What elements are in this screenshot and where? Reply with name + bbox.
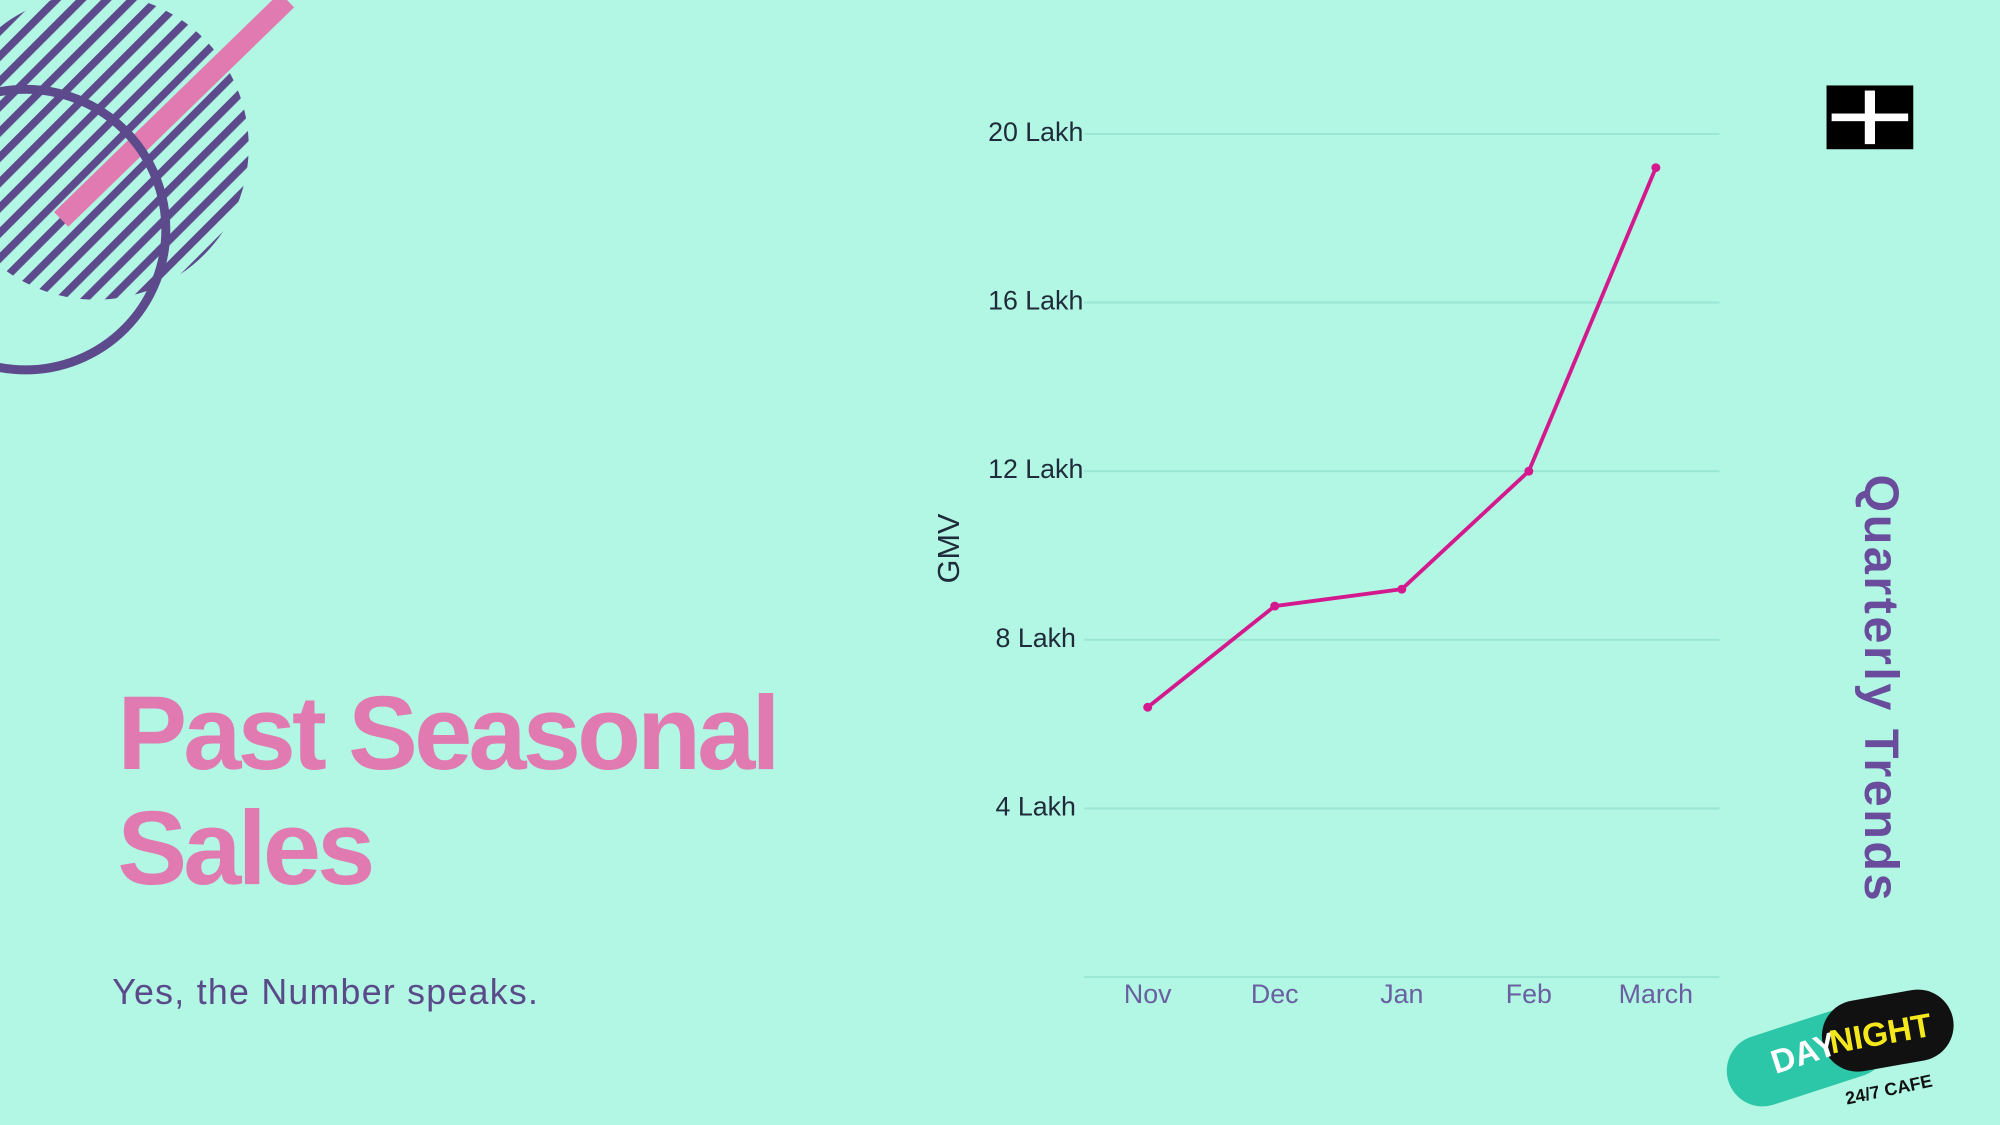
slide-title: Past Seasonal (117, 675, 776, 792)
y-tick-label: 8 Lakh (996, 623, 1076, 653)
data-point (1651, 163, 1661, 173)
side-title: Quarterly Trends (1854, 474, 1908, 903)
data-point (1270, 601, 1280, 611)
y-tick-label: 16 Lakh (988, 286, 1083, 316)
chart: 4 Lakh 8 Lakh 12 Lakh 16 Lakh 20 Lakh Nov Dec J… (988, 117, 1720, 1009)
ring (0, 84, 171, 375)
x-tick-label: Dec (1251, 979, 1299, 1009)
x-tick-label: Feb (1506, 979, 1552, 1009)
x-tick-label: March (1619, 979, 1693, 1009)
logo-night-pill (1821, 989, 1954, 1072)
corner-icon (1826, 85, 1914, 150)
subtitle: Yes, the Number speaks. (112, 972, 539, 1012)
data-point (1524, 466, 1534, 476)
slide-title: Sales (117, 790, 371, 907)
y-tick-label: 12 Lakh (988, 454, 1083, 484)
data-point (1143, 702, 1153, 712)
y-tick-label: 20 Lakh (988, 117, 1083, 147)
data-point (1397, 584, 1407, 594)
x-tick-label: Jan (1380, 979, 1423, 1009)
y-axis-label: GMV (932, 513, 966, 583)
y-tick-label: 4 Lakh (996, 791, 1076, 821)
x-tick-label: Nov (1124, 979, 1172, 1009)
pink-bar (54, 0, 295, 227)
